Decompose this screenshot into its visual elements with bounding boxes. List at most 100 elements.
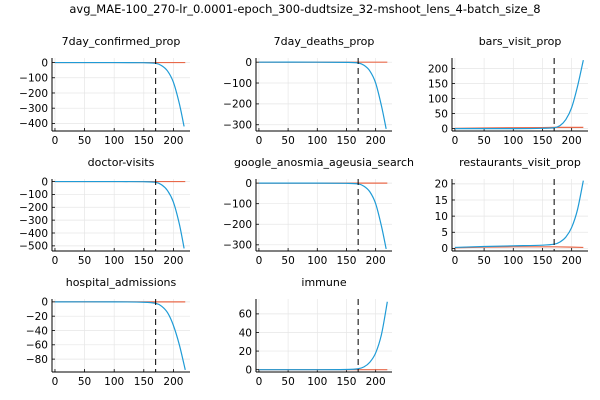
x-tick-label: 0 [52, 135, 59, 147]
x-tick-label: 0 [256, 135, 263, 147]
x-tick-label: 50 [78, 376, 91, 388]
x-tick-label: 0 [256, 255, 263, 267]
x-tick-label: 200 [366, 135, 386, 147]
truth-series-line [454, 246, 584, 249]
y-tick-label: 0 [41, 176, 48, 188]
subplot: restaurants_visit_prop 0 50 100 150 200 0 5 10 15… [435, 156, 588, 267]
x-tick-label: 200 [163, 255, 183, 267]
y-tick-label: −100 [223, 78, 252, 90]
subplot-title: immune [301, 276, 346, 289]
y-tick-label: 60 [239, 309, 252, 321]
x-tick-label: 200 [163, 376, 183, 388]
subplot: bars_visit_prop 0 50 100 150 200 0 50 100 150 200 [428, 35, 588, 147]
y-tick-label: −500 [19, 241, 48, 253]
prediction-series-line [258, 182, 387, 250]
y-tick-label: −200 [19, 88, 48, 100]
y-tick-label: 10 [435, 211, 448, 223]
subplot-title: google_anosmia_ageusia_search [234, 156, 414, 169]
subplot-title: hospital_admissions [66, 276, 177, 289]
y-tick-label: 0 [441, 243, 448, 255]
x-tick-label: 50 [78, 255, 91, 267]
prediction-series-line [54, 301, 186, 370]
prediction-series-line [258, 61, 387, 130]
y-tick-label: −100 [19, 189, 48, 201]
x-tick-label: 100 [503, 135, 523, 147]
y-tick-label: −300 [19, 103, 48, 115]
y-tick-label: 50 [435, 108, 448, 120]
y-tick-label: −40 [26, 325, 48, 337]
x-tick-label: 150 [336, 255, 356, 267]
subplot: immune 0 50 100 150 200 0 20 40 60 [239, 276, 392, 388]
x-tick-label: 0 [452, 255, 459, 267]
truth-series-line [454, 126, 584, 129]
y-tick-label: −300 [223, 240, 252, 252]
subplot-title: restaurants_visit_prop [459, 156, 581, 169]
prediction-series-line [454, 59, 584, 130]
x-tick-label: 200 [366, 376, 386, 388]
y-tick-label: −400 [19, 228, 48, 240]
x-tick-label: 50 [477, 135, 490, 147]
subplot-title: doctor-visits [88, 156, 155, 169]
y-tick-label: 100 [428, 93, 448, 105]
y-tick-label: −200 [223, 99, 252, 111]
y-tick-label: 0 [245, 57, 252, 69]
y-tick-label: −80 [26, 354, 48, 366]
x-tick-label: 200 [562, 135, 582, 147]
x-tick-label: 150 [134, 376, 154, 388]
y-tick-label: 20 [239, 346, 252, 358]
subplot-title: 7day_confirmed_prop [62, 35, 181, 48]
figure-title: avg_MAE-100_270-lr_0.0001-epoch_300-dudt… [69, 2, 540, 16]
x-tick-label: 200 [366, 255, 386, 267]
y-tick-label: 15 [435, 195, 448, 207]
y-tick-label: −400 [19, 118, 48, 130]
y-tick-label: 40 [239, 327, 252, 339]
x-tick-label: 150 [134, 255, 154, 267]
subplot: 7day_deaths_prop 0 50 100 150 200 0 −100 −200 −30… [223, 35, 392, 147]
x-tick-label: 100 [307, 135, 327, 147]
y-tick-label: 0 [245, 178, 252, 190]
y-tick-label: 200 [428, 63, 448, 75]
x-tick-label: 0 [52, 255, 59, 267]
y-tick-label: 0 [441, 123, 448, 135]
x-tick-label: 50 [281, 135, 294, 147]
x-tick-label: 100 [104, 135, 124, 147]
y-tick-label: −100 [223, 198, 252, 210]
x-tick-label: 0 [52, 376, 59, 388]
subplot: hospital_admissions 0 50 100 150 200 0 −20 −40 −6… [26, 276, 190, 388]
subplot-title: bars_visit_prop [479, 35, 562, 48]
y-tick-label: −200 [19, 202, 48, 214]
x-tick-label: 50 [281, 255, 294, 267]
x-tick-label: 150 [532, 135, 552, 147]
x-tick-label: 0 [256, 376, 263, 388]
y-tick-label: 0 [41, 57, 48, 69]
x-tick-label: 150 [134, 135, 154, 147]
y-tick-label: −300 [223, 120, 252, 132]
y-tick-label: 5 [441, 227, 448, 239]
y-tick-label: −200 [223, 219, 252, 231]
prediction-series-line [258, 301, 388, 371]
y-tick-label: 0 [245, 364, 252, 376]
x-tick-label: 100 [307, 255, 327, 267]
x-tick-label: 150 [336, 376, 356, 388]
subplot: 7day_confirmed_prop 0 50 100 150 200 0 −100 −200… [19, 35, 190, 147]
x-tick-label: 0 [452, 135, 459, 147]
prediction-series-line [54, 180, 185, 249]
x-tick-label: 150 [336, 135, 356, 147]
x-tick-label: 100 [503, 255, 523, 267]
x-tick-label: 200 [163, 135, 183, 147]
x-tick-label: 50 [78, 135, 91, 147]
x-tick-label: 100 [104, 376, 124, 388]
y-tick-label: 150 [428, 78, 448, 90]
subplot: google_anosmia_ageusia_search 0 50 100 150 20… [223, 156, 414, 267]
x-tick-label: 50 [281, 376, 294, 388]
y-tick-label: 20 [435, 179, 448, 191]
x-tick-label: 100 [307, 376, 327, 388]
x-tick-label: 50 [477, 255, 490, 267]
y-tick-label: −300 [19, 215, 48, 227]
y-tick-label: 0 [41, 297, 48, 309]
x-tick-label: 200 [562, 255, 582, 267]
subplot-title: 7day_deaths_prop [274, 35, 375, 48]
y-tick-label: −20 [26, 311, 48, 323]
